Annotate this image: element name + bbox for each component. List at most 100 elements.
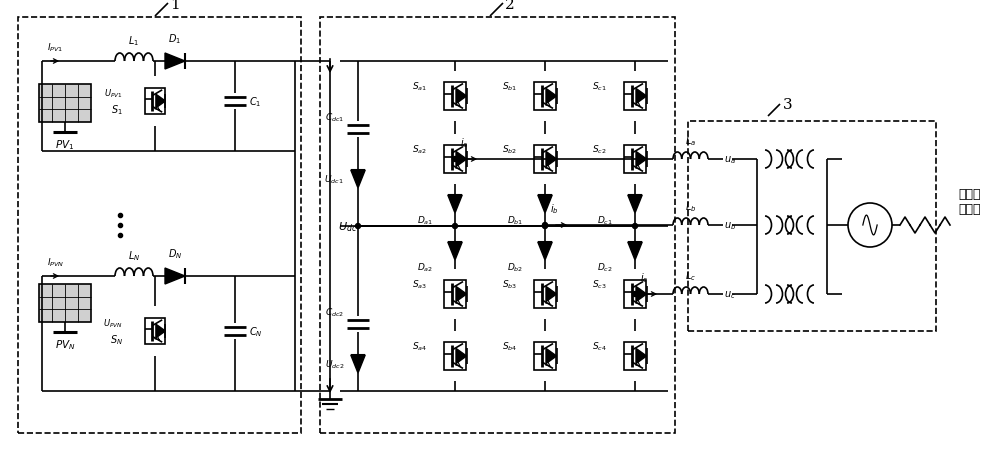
Polygon shape [538,243,552,260]
Polygon shape [546,349,557,364]
Text: $S_{c4}$: $S_{c4}$ [592,340,607,353]
Bar [18,18,301,433]
Polygon shape [636,152,647,167]
Circle shape [542,223,548,228]
Text: $S_{b1}$: $S_{b1}$ [502,81,517,93]
Polygon shape [546,287,557,302]
Polygon shape [546,89,557,104]
Polygon shape [456,287,467,302]
Circle shape [633,224,638,229]
Bar [39,85,91,123]
Text: $D_{b2}$: $D_{b2}$ [507,261,523,274]
Polygon shape [448,243,462,260]
Bar [534,83,556,111]
Polygon shape [165,54,185,70]
Text: $I_{PVN}$: $I_{PVN}$ [47,256,64,268]
Text: $L_{c}$: $L_{c}$ [685,269,696,282]
Bar [145,319,165,344]
Text: $S_{a2}$: $S_{a2}$ [412,143,427,156]
Polygon shape [456,89,467,104]
Circle shape [453,157,458,162]
Text: $i_{b}$: $i_{b}$ [550,202,559,216]
Text: $U_{PVN}$: $U_{PVN}$ [103,317,123,330]
Text: $D_{a1}$: $D_{a1}$ [417,214,433,227]
Bar [534,146,556,174]
Text: $D_N$: $D_N$ [168,247,182,260]
Circle shape [542,224,548,229]
Bar [624,281,646,308]
Text: $L_N$: $L_N$ [128,249,140,262]
Text: $PV_N$: $PV_N$ [55,337,75,351]
Polygon shape [156,95,165,109]
Polygon shape [538,196,552,213]
Bar [39,285,91,322]
Polygon shape [456,152,467,167]
Text: $S_{a1}$: $S_{a1}$ [412,81,427,93]
Polygon shape [636,349,647,364]
Text: $I_{PV1}$: $I_{PV1}$ [47,41,63,54]
Polygon shape [628,243,642,260]
Bar [444,281,466,308]
Polygon shape [636,89,647,104]
Text: $C_1$: $C_1$ [249,95,261,109]
Text: $U_{dc2}$: $U_{dc2}$ [325,358,344,370]
Text: $L_1$: $L_1$ [128,34,140,48]
Bar [444,83,466,111]
Bar [624,83,646,111]
Text: $S_{c2}$: $S_{c2}$ [592,143,607,156]
Text: $u_{c}$: $u_{c}$ [724,289,736,300]
Text: 3: 3 [783,98,793,112]
Text: $PV_1$: $PV_1$ [55,138,75,152]
Text: $D_{c2}$: $D_{c2}$ [597,261,613,274]
Bar [444,146,466,174]
Text: $C_{dc2}$: $C_{dc2}$ [325,306,344,318]
Text: 中压交
流电网: 中压交 流电网 [959,188,981,216]
Text: 2: 2 [505,0,515,12]
Polygon shape [456,349,467,364]
Text: $S_{b4}$: $S_{b4}$ [502,340,517,353]
Text: $S_1$: $S_1$ [111,103,123,117]
Text: $u_{b}$: $u_{b}$ [724,220,736,231]
Polygon shape [165,268,185,285]
Polygon shape [448,196,462,213]
Text: $U_{dc}$: $U_{dc}$ [338,220,357,233]
Text: $C_{dc1}$: $C_{dc1}$ [325,111,344,124]
Bar [534,281,556,308]
Text: $L_{a}$: $L_{a}$ [685,134,696,147]
Bar [624,342,646,370]
Circle shape [453,224,458,229]
Text: $D_{b1}$: $D_{b1}$ [507,214,523,227]
Text: $L_{b}$: $L_{b}$ [685,200,696,213]
Polygon shape [628,196,642,213]
Bar [688,122,936,331]
Text: $S_N$: $S_N$ [110,332,123,346]
Text: $i_{c}$: $i_{c}$ [640,271,648,285]
Polygon shape [156,324,165,338]
Circle shape [633,292,638,297]
Text: $C_N$: $C_N$ [249,324,263,338]
Text: $D_{a2}$: $D_{a2}$ [417,261,433,274]
Bar [534,342,556,370]
Text: $u_{a}$: $u_{a}$ [724,154,736,166]
Polygon shape [636,287,647,302]
Bar [320,18,675,433]
Text: $D_{c1}$: $D_{c1}$ [597,214,613,227]
Text: $U_{dc1}$: $U_{dc1}$ [324,173,344,186]
Polygon shape [351,355,365,373]
Text: $S_{c3}$: $S_{c3}$ [592,278,607,290]
Text: $S_{c1}$: $S_{c1}$ [592,81,607,93]
Text: 1: 1 [170,0,180,12]
Text: $S_{a3}$: $S_{a3}$ [412,278,427,290]
Bar [444,342,466,370]
Bar [624,146,646,174]
Text: $S_{b2}$: $S_{b2}$ [502,143,517,156]
Text: $i_{a}$: $i_{a}$ [460,136,468,150]
Bar [145,89,165,115]
Text: $S_{a4}$: $S_{a4}$ [412,340,427,353]
Text: $D_1$: $D_1$ [168,32,182,46]
Text: $S_{b3}$: $S_{b3}$ [502,278,517,290]
Circle shape [356,224,361,229]
Polygon shape [546,152,557,167]
Polygon shape [351,170,365,189]
Text: $U_{PV1}$: $U_{PV1}$ [104,87,123,100]
